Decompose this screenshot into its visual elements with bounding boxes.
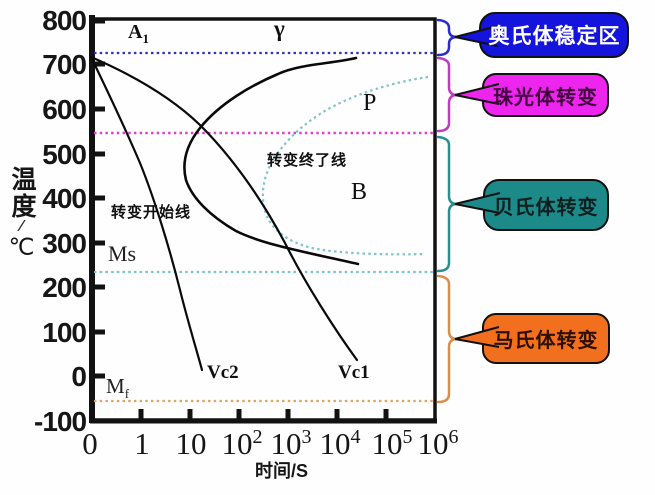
y-axis-separator: ∕: [20, 218, 23, 235]
bainite-region-label: B: [351, 179, 368, 205]
y-tick-100: 100: [42, 317, 87, 348]
x-tick-1e2: 102: [221, 426, 263, 461]
transformation-start-curve: [183, 56, 360, 266]
y-tick-300: 300: [42, 228, 87, 259]
end-line-label: 转变终了线: [267, 152, 348, 169]
x-tick-1e5: 105: [371, 426, 413, 461]
bainite-bubble-label: 贝氏体转变: [493, 196, 599, 219]
pearlite-bubble-label: 珠光体转变: [493, 86, 598, 109]
pearlite-bubble-tail: [454, 83, 500, 105]
martensite-bubble-tail: [454, 326, 500, 348]
y-axis-ticks: [92, 18, 105, 379]
y-tick-500: 500: [42, 139, 87, 170]
austenite-bubble-label: 奥氏体稳定区: [488, 25, 621, 48]
y-axis-title: 温度 ∕ ℃: [8, 166, 36, 261]
austenite-bubble-tail: [454, 25, 499, 47]
y-tick-0: 0: [71, 361, 87, 392]
x-tick-1e3: 103: [270, 426, 312, 461]
x-axis-title: 时间/S: [255, 461, 309, 481]
pearlite-brace: [436, 56, 458, 133]
vc1-label: Vc1: [338, 362, 370, 383]
a1-label: A1: [128, 21, 149, 46]
martensite-bubble-label: 马氏体转变: [493, 330, 599, 352]
x-tick-1e6: 106: [417, 426, 459, 461]
bainite-brace: [436, 135, 458, 273]
vc2-cooling-curve: [89, 55, 204, 372]
x-axis-ticks: [138, 409, 389, 420]
y-tick-400: 400: [42, 183, 87, 214]
x-tick-0: 0: [82, 426, 98, 461]
pearlite-region-label: P: [363, 90, 377, 116]
y-axis-unit: ℃: [8, 235, 35, 260]
x-tick-10: 10: [175, 426, 207, 461]
x-tick-1: 1: [134, 426, 150, 461]
y-axis-title-text: 温度: [8, 166, 36, 220]
mf-label: Mf: [106, 374, 130, 401]
x-tick-1e4: 104: [319, 426, 361, 461]
bainite-bubble-tail: [454, 192, 501, 214]
ms-label: Ms: [108, 241, 137, 266]
martensite-brace: [436, 274, 458, 404]
transformation-end-curve: [261, 75, 429, 256]
start-line-label: 转变开始线: [111, 204, 192, 221]
vc1-cooling-curve: [89, 55, 359, 362]
y-tick-200: 200: [42, 272, 87, 303]
vc2-label: Vc2: [207, 362, 239, 383]
y-tick-700: 700: [42, 49, 87, 80]
y-tick-600: 600: [42, 94, 87, 125]
gamma-region-label: γ: [274, 16, 285, 41]
austenite-brace: [436, 18, 458, 57]
y-tick-n100: -100: [34, 406, 87, 437]
y-tick-800: 800: [42, 5, 87, 36]
